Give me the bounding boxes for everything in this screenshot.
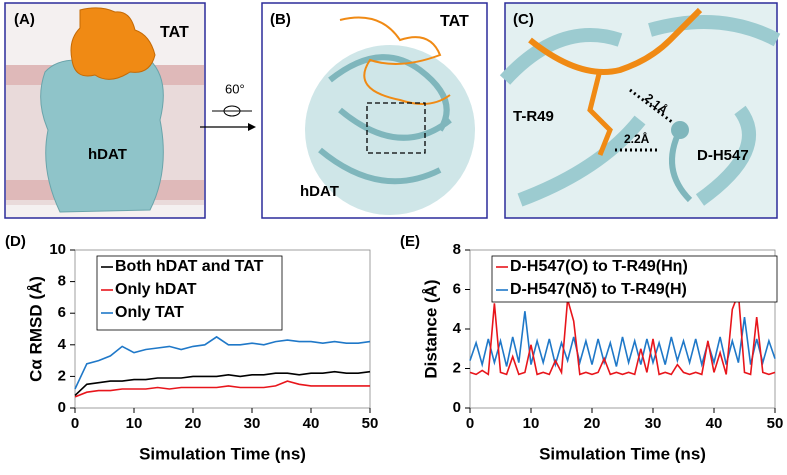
tat-surface bbox=[70, 7, 156, 80]
y-tick-label: 6 bbox=[453, 280, 461, 297]
panel-label: (C) bbox=[513, 11, 534, 28]
rotation-label: 60° bbox=[225, 81, 245, 96]
x-tick-label: 50 bbox=[362, 415, 379, 432]
legend-label: D-H547(O) to T-R49(Hη) bbox=[510, 258, 688, 275]
y-tick-label: 2 bbox=[453, 359, 461, 376]
legend-box bbox=[491, 255, 778, 303]
helices bbox=[499, 15, 781, 207]
hdat-label: hDAT bbox=[300, 183, 339, 200]
x-tick-label: 30 bbox=[645, 415, 662, 432]
y-tick-label: 0 bbox=[58, 399, 66, 416]
x-tick-label: 40 bbox=[303, 415, 320, 432]
series-line bbox=[74, 370, 371, 396]
series-line bbox=[74, 335, 371, 390]
arginine bbox=[587, 69, 613, 156]
y-tick-label: 10 bbox=[49, 241, 66, 258]
arrow-head bbox=[248, 123, 256, 131]
x-tick-label: 20 bbox=[185, 415, 202, 432]
series-line bbox=[469, 311, 776, 368]
x-tick-label: 20 bbox=[584, 415, 601, 432]
tat-ribbon bbox=[339, 16, 451, 105]
hdat-surface bbox=[40, 59, 164, 213]
y-tick-label: 8 bbox=[58, 273, 66, 290]
panel-c: (C) T-R49 D-H547 2.1Å 2.2Å bbox=[499, 2, 781, 219]
residue-label: D-H547 bbox=[697, 147, 749, 164]
panel-label: (B) bbox=[270, 11, 291, 28]
helices bbox=[318, 54, 452, 185]
zoom-box bbox=[366, 102, 426, 154]
y-tick-label: 2 bbox=[58, 367, 66, 384]
tat-label: TAT bbox=[160, 24, 189, 41]
x-axis-label: Simulation Time (ns) bbox=[139, 444, 306, 463]
legend-label: Only hDAT bbox=[115, 281, 197, 298]
tat-backbone bbox=[528, 7, 703, 75]
legend-label: Only TAT bbox=[115, 304, 184, 321]
x-tick-label: 30 bbox=[244, 415, 261, 432]
plot-area bbox=[74, 249, 371, 409]
panel-label: (A) bbox=[14, 11, 35, 28]
residue-label: T-R49 bbox=[513, 108, 554, 125]
panel-label: (D) bbox=[5, 233, 26, 250]
x-tick-label: 10 bbox=[126, 415, 143, 432]
series-line bbox=[469, 293, 776, 376]
panel-a: (A) TAT hDAT bbox=[4, 2, 206, 219]
distance-label: 2.2Å bbox=[624, 131, 650, 146]
panel-b: (B) TAT hDAT bbox=[261, 2, 488, 219]
hdat-label: hDAT bbox=[88, 146, 127, 163]
legend-box bbox=[96, 255, 283, 331]
legend-label: Both hDAT and TAT bbox=[115, 258, 264, 275]
y-tick-label: 8 bbox=[453, 241, 461, 258]
histidine-ring bbox=[671, 121, 689, 139]
panel-label: (E) bbox=[400, 233, 420, 250]
x-tick-label: 0 bbox=[71, 415, 79, 432]
rotation: 60° bbox=[200, 81, 256, 131]
y-axis-label: Cα RMSD (Å) bbox=[26, 276, 45, 382]
x-tick-label: 10 bbox=[523, 415, 540, 432]
y-tick-label: 4 bbox=[58, 336, 67, 353]
y-tick-label: 0 bbox=[453, 399, 461, 416]
legend-label: D-H547(Nδ) to T-R49(H) bbox=[510, 281, 687, 298]
x-tick-label: 40 bbox=[706, 415, 723, 432]
y-tick-label: 6 bbox=[58, 304, 66, 321]
hbond bbox=[629, 88, 673, 124]
y-tick-label: 4 bbox=[453, 320, 462, 337]
y-axis-label: Distance (Å) bbox=[421, 279, 440, 378]
x-axis-label: Simulation Time (ns) bbox=[539, 444, 706, 463]
x-tick-label: 0 bbox=[466, 415, 474, 432]
series-line bbox=[74, 380, 370, 398]
tat-label: TAT bbox=[440, 13, 469, 30]
x-tick-label: 50 bbox=[767, 415, 784, 432]
